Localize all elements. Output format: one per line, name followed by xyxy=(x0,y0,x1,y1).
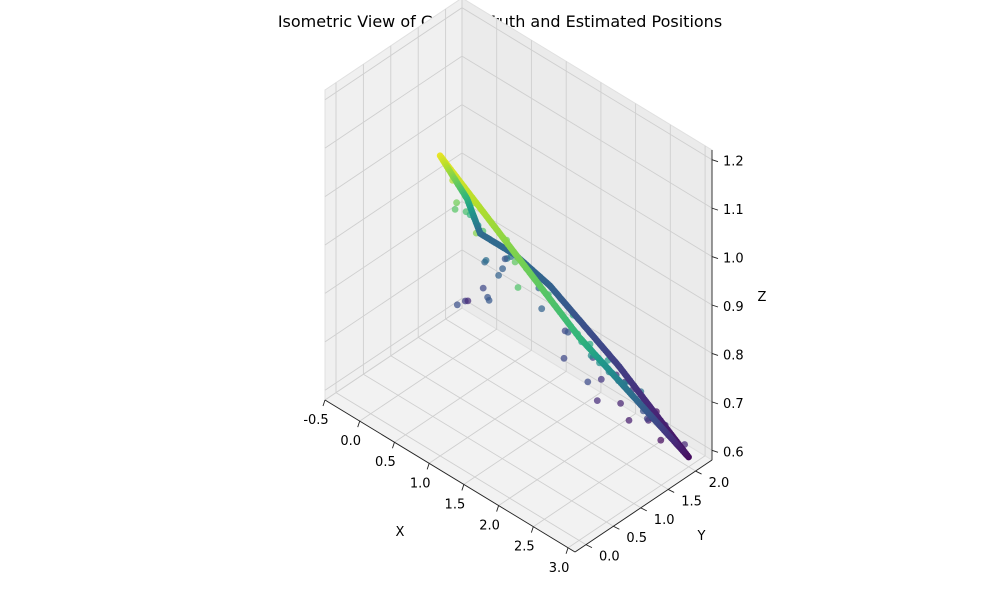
grid-line-x xyxy=(567,145,706,549)
estimated-point xyxy=(564,328,572,336)
estimated-point xyxy=(451,206,459,213)
estimated-point xyxy=(485,297,493,304)
z-tick xyxy=(711,449,719,453)
z-tick-label: 0.8 xyxy=(723,348,744,363)
x-tick xyxy=(322,399,326,407)
x-tick-label: 0.0 xyxy=(340,434,361,449)
y-tick xyxy=(640,507,647,512)
ground-truth-path xyxy=(436,152,692,461)
estimated-point xyxy=(584,378,592,386)
z-tick xyxy=(711,353,719,356)
z-tick-label: 0.6 xyxy=(723,445,744,460)
grid-line-x xyxy=(359,19,498,422)
x-tick xyxy=(530,526,534,533)
estimated-point xyxy=(597,375,605,383)
z-tick xyxy=(711,304,719,308)
y-tick-label: 1.5 xyxy=(681,494,702,509)
estimated-point xyxy=(514,284,522,291)
estimated-point xyxy=(560,354,568,362)
grid-line-z xyxy=(324,249,713,403)
y-axis-label: Y xyxy=(697,529,706,544)
y-tick xyxy=(613,525,620,530)
x-tick xyxy=(461,484,465,491)
x-tick xyxy=(357,420,361,428)
grid-line-y xyxy=(390,45,642,509)
y-axis-line xyxy=(574,459,713,553)
y-tick xyxy=(695,470,702,475)
y-tick-label: 1.0 xyxy=(654,513,675,528)
grid-lines xyxy=(324,0,713,549)
grid-line-x xyxy=(394,40,532,443)
estimated-point xyxy=(538,305,546,313)
z-tick xyxy=(711,207,719,211)
ground-truth-point xyxy=(476,228,483,235)
tick-marks: -0.5 0.0 0.5 1.0 1.5 2.0 2.5 3.0 0.0 0.5 1.0 1.5 2.0… xyxy=(303,155,743,576)
axis-labels: X Y Z xyxy=(396,290,767,544)
estimated-point xyxy=(617,400,624,407)
grid-line-z xyxy=(324,7,713,161)
x-tick-label: -0.5 xyxy=(303,413,328,428)
grid-line-x xyxy=(324,0,463,401)
z-tick-label: 0.7 xyxy=(723,397,744,412)
estimated-point xyxy=(479,284,487,292)
x-tick-label: 1.5 xyxy=(445,497,466,512)
y-tick xyxy=(585,544,593,549)
estimated-point xyxy=(593,397,601,404)
z-axis-label: Z xyxy=(758,290,767,305)
z-tick xyxy=(711,159,719,163)
x-axis-label: X xyxy=(396,525,405,540)
grid-line-y xyxy=(445,9,696,472)
x-tick-label: 2.0 xyxy=(479,519,500,534)
x-tick-label: 1.0 xyxy=(410,476,431,491)
estimated-point xyxy=(625,417,633,424)
grid-line-x xyxy=(463,82,602,485)
z-tick xyxy=(711,401,719,405)
estimated-point xyxy=(499,265,506,273)
estimated-point xyxy=(501,255,509,263)
y-tick-label: 0.0 xyxy=(599,550,620,565)
estimated-point xyxy=(657,436,665,444)
estimated-point xyxy=(495,272,502,279)
estimated-point xyxy=(453,301,461,309)
grid-line-z xyxy=(324,297,713,451)
estimated-point xyxy=(453,199,460,207)
z-tick-label: 1.0 xyxy=(723,252,744,267)
axis-panes xyxy=(324,0,713,553)
grid-line-x xyxy=(498,103,637,506)
x-tick xyxy=(392,442,395,449)
estimated-point xyxy=(482,257,490,264)
z-tick-label: 1.1 xyxy=(723,203,744,218)
z-tick-label: 0.9 xyxy=(723,300,744,315)
x-tick xyxy=(565,547,569,554)
estimated-point xyxy=(464,297,472,305)
x-tick-label: 0.5 xyxy=(375,455,396,470)
z-tick xyxy=(711,256,719,259)
y-tick-label: 0.5 xyxy=(626,531,647,546)
grid-line-z xyxy=(324,152,713,306)
grid-line-x xyxy=(428,61,567,464)
grid-line-z xyxy=(324,104,713,257)
grid-line-z xyxy=(324,55,713,209)
y-tick-label: 2.0 xyxy=(709,476,730,491)
x-tick-label: 2.5 xyxy=(514,540,535,555)
grid-line-y xyxy=(362,64,614,527)
x-tick xyxy=(426,463,430,470)
grid-line-z xyxy=(324,200,713,354)
grid-line-y xyxy=(335,82,587,545)
x-tick-label: 3.0 xyxy=(549,561,570,576)
y-tick xyxy=(667,489,675,493)
z-tick-label: 1.2 xyxy=(723,155,744,170)
x-tick xyxy=(496,505,500,512)
grid-line-y xyxy=(417,27,669,490)
